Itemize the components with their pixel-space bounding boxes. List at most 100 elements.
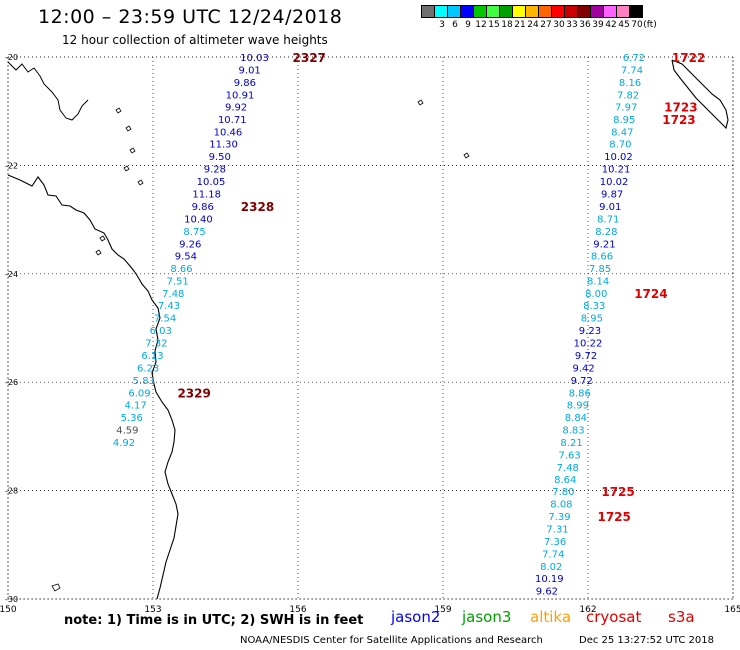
color-scale-label: 24 <box>527 20 539 30</box>
wave-height-label: 7.36 <box>544 537 566 548</box>
color-scale-label: 42 <box>605 20 617 30</box>
latitude-tick-label: -24 <box>5 270 18 279</box>
pass-time-label: 1725 <box>601 485 634 499</box>
wave-height-label: 10.71 <box>218 115 247 126</box>
wave-height-label: 5.83 <box>133 376 155 387</box>
latitude-tick-label: -20 <box>5 53 18 62</box>
wave-height-label: 7.39 <box>548 512 570 523</box>
reef-island <box>95 249 102 256</box>
wave-height-label: 9.87 <box>601 190 623 201</box>
satellite-s3a: s3a <box>668 608 695 626</box>
wave-height-label: 4.59 <box>116 425 138 436</box>
track-east: 6.727.748.167.827.978.958.478.7010.0210.… <box>535 51 705 597</box>
wave-height-label: 7.32 <box>145 339 167 350</box>
wave-height-label: 7.63 <box>559 450 581 461</box>
wave-height-label: 7.51 <box>167 276 189 287</box>
wave-height-label: 7.85 <box>589 264 611 275</box>
wave-height-label: 10.22 <box>574 339 603 350</box>
wave-height-label: 7.80 <box>552 487 574 498</box>
longitude-tick-label: 159 <box>434 605 451 615</box>
color-scale-label: 30 <box>553 20 565 30</box>
wave-height-label: 6.23 <box>137 364 159 375</box>
australia-coastline <box>7 174 179 600</box>
color-scale-label: 39 <box>592 20 604 30</box>
latitude-tick-label: -28 <box>5 487 18 496</box>
wave-height-label: 9.01 <box>599 202 621 213</box>
wave-height-label: 8.28 <box>595 227 617 238</box>
color-scale-label: 18 <box>501 20 513 30</box>
reef-island <box>125 125 132 132</box>
wave-height-label: 8.83 <box>562 425 584 436</box>
wave-height-label: 7.82 <box>617 90 639 101</box>
wave-height-label: 9.62 <box>536 586 558 597</box>
wave-height-label: 8.66 <box>170 264 192 275</box>
wave-height-label: 6.72 <box>623 53 645 64</box>
color-scale-label: 3 <box>439 20 445 30</box>
color-scale-labels: 3 6 9 12 15 18 21 24 27 30 33 36 39 42 45 70 (ft) <box>422 18 740 30</box>
wave-height-label: 10.21 <box>602 165 631 176</box>
wave-height-label: 8.64 <box>554 475 576 486</box>
wave-height-label: 7.31 <box>546 525 568 536</box>
wave-height-label: 8.21 <box>560 438 582 449</box>
color-scale-label: 27 <box>540 20 552 30</box>
wave-height-label: 10.02 <box>604 152 633 163</box>
wave-height-label: 9.23 <box>579 326 601 337</box>
wave-height-label: 8.86 <box>569 388 591 399</box>
wave-height-label: 10.46 <box>214 127 243 138</box>
color-scale-label: 33 <box>566 20 578 30</box>
wave-height-label: 9.26 <box>179 239 201 250</box>
color-scale-label: 6 <box>452 20 458 30</box>
pass-time-label: 1722 <box>672 51 705 65</box>
wave-height-label: 11.30 <box>209 140 238 151</box>
reef-island <box>99 235 106 242</box>
color-scale-label: 36 <box>579 20 591 30</box>
credit-text: NOAA/NESDIS Center for Satellite Applica… <box>240 635 543 646</box>
color-scale-label: (ft) <box>643 20 657 30</box>
wave-height-label: 9.72 <box>571 376 593 387</box>
wave-height-label: 7.97 <box>615 102 637 113</box>
wave-height-label: 11.18 <box>192 190 221 201</box>
latitude-tick-label: -30 <box>5 595 18 604</box>
wave-height-label: 9.86 <box>234 78 256 89</box>
wave-height-label: 8.08 <box>550 500 572 511</box>
northern-coastline <box>7 61 89 121</box>
color-scale-label: 45 <box>618 20 630 30</box>
lord-howe-island <box>51 583 61 592</box>
wave-height-label: 8.14 <box>587 276 609 287</box>
satellite-jason2: jason2 <box>391 608 441 626</box>
wave-height-label: 8.02 <box>540 562 562 573</box>
color-scale-label: 15 <box>488 20 500 30</box>
wave-height-label: 8.84 <box>565 413 587 424</box>
longitude-tick-label: 150 <box>0 605 17 615</box>
track-west: 10.039.019.8610.919.9210.7110.4611.309.5… <box>113 51 326 449</box>
pass-time-label: 2328 <box>241 200 274 214</box>
satellite-jason3: jason3 <box>462 608 512 626</box>
reef-island <box>129 147 136 154</box>
wave-height-label: 7.74 <box>621 65 643 76</box>
wave-height-label: 7.48 <box>557 463 579 474</box>
color-scale-legend: 3 6 9 12 15 18 21 24 27 30 33 36 39 42 45 70 (ft) <box>421 5 740 30</box>
color-scale-label: 12 <box>475 20 487 30</box>
satellite-altika: altika <box>530 608 572 626</box>
wave-height-label: 4.92 <box>113 438 135 449</box>
wave-height-label: 9.28 <box>204 165 226 176</box>
page-title: 12:00 – 23:59 UTC 12/24/2018 <box>38 6 343 28</box>
wave-height-label: 6.03 <box>150 326 172 337</box>
wave-height-label: 10.05 <box>197 177 226 188</box>
wave-height-label: 4.17 <box>124 400 146 411</box>
pass-time-label: 1723 <box>662 113 695 127</box>
wave-height-label: 9.42 <box>573 364 595 375</box>
wave-height-label: 9.21 <box>593 239 615 250</box>
wave-height-label: 7.43 <box>158 301 180 312</box>
color-scale-label: 9 <box>465 20 471 30</box>
wave-height-label: 9.72 <box>575 351 597 362</box>
reef-island <box>123 165 130 172</box>
reef-island <box>463 152 470 159</box>
generated-timestamp: Dec 25 13:27:52 UTC 2018 <box>579 635 714 646</box>
wave-height-label: 7.54 <box>154 314 176 325</box>
wave-height-label: 8.99 <box>567 400 589 411</box>
reef-island <box>417 99 424 106</box>
wave-height-label: 9.50 <box>209 152 231 163</box>
